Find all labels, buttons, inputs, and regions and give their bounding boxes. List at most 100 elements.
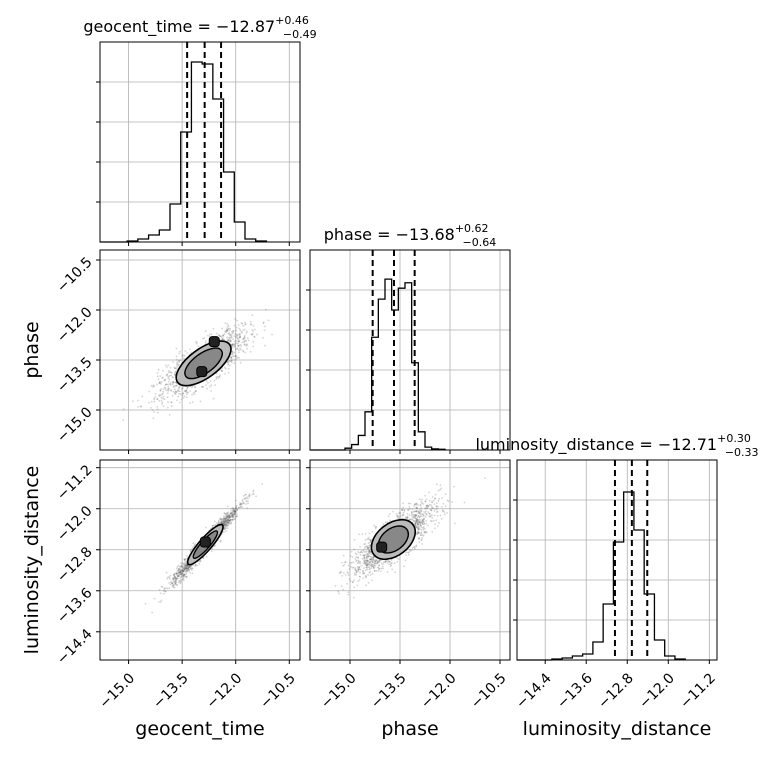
scatter-point	[230, 507, 233, 510]
scatter-point	[178, 386, 180, 389]
scatter-point	[244, 339, 247, 342]
scatter-point	[374, 525, 377, 528]
scatter-point	[264, 325, 266, 328]
scatter-point	[361, 551, 364, 554]
scatter-point	[171, 383, 174, 386]
scatter-point	[358, 575, 361, 578]
scatter-point	[396, 560, 399, 563]
scatter-point	[425, 513, 428, 515]
scatter-point	[232, 330, 235, 332]
scatter-point	[220, 522, 223, 524]
scatter-point	[373, 564, 376, 566]
scatter-point	[153, 400, 156, 403]
scatter-point	[364, 545, 367, 548]
scatter-point	[425, 504, 428, 507]
scatter-point	[170, 405, 173, 407]
scatter-point	[427, 504, 430, 507]
scatter-point	[170, 401, 173, 404]
scatter-point	[158, 588, 161, 591]
scatter-point	[251, 333, 253, 336]
scatter-point	[237, 506, 240, 509]
scatter-point	[245, 340, 247, 342]
scatter-point	[185, 570, 188, 572]
scatter-point	[237, 339, 240, 342]
scatter-point	[239, 333, 242, 336]
scatter-point	[226, 513, 228, 515]
scatter-point	[357, 559, 360, 562]
scatter-point	[186, 567, 189, 569]
scatter-point	[243, 340, 246, 342]
scatter-point	[364, 559, 367, 562]
scatter-point	[424, 515, 427, 518]
scatter-point	[176, 572, 179, 575]
scatter-point	[160, 599, 163, 602]
scatter-point	[182, 575, 185, 577]
scatter-point	[354, 574, 356, 576]
scatter-point	[140, 405, 143, 408]
scatter-point	[359, 553, 362, 556]
scatter-point	[165, 383, 168, 386]
scatter-point	[247, 339, 250, 342]
scatter-point	[223, 523, 226, 526]
scatter-point	[413, 546, 416, 549]
scatter-point	[368, 551, 371, 554]
scatter-point	[132, 400, 134, 403]
scatter-point	[225, 519, 228, 522]
scatter-point	[174, 373, 176, 375]
scatter-point	[228, 516, 231, 519]
scatter-point	[370, 557, 373, 560]
scatter-point	[228, 519, 230, 522]
scatter-point	[171, 395, 174, 397]
scatter-point	[427, 524, 429, 527]
scatter-point	[247, 494, 250, 497]
scatter-point	[443, 511, 446, 514]
scatter-point	[369, 570, 372, 573]
scatter-point	[183, 569, 186, 572]
scatter-point	[174, 393, 177, 396]
scatter-point	[426, 507, 429, 510]
scatter-point	[186, 387, 188, 390]
scatter-point	[183, 559, 186, 562]
scatter-point	[221, 338, 224, 341]
scatter-point	[355, 573, 358, 576]
scatter-point	[421, 522, 424, 524]
scatter-point	[243, 343, 246, 346]
scatter-point	[439, 484, 442, 487]
scatter-point	[178, 401, 181, 404]
scatter-point	[233, 512, 236, 515]
scatter-point	[242, 329, 245, 332]
scatter-point	[411, 514, 413, 517]
scatter-point	[176, 367, 178, 369]
scatter-point	[463, 501, 466, 504]
scatter-point	[219, 374, 221, 376]
scatter-point	[407, 518, 410, 521]
scatter-point	[354, 567, 357, 570]
scatter-point	[417, 527, 420, 530]
scatter-point	[438, 498, 441, 500]
scatter-point	[237, 345, 240, 347]
scatter-point	[232, 508, 234, 510]
scatter-point	[240, 502, 243, 505]
scatter-point	[357, 570, 360, 573]
scatter-point	[156, 405, 159, 408]
scatter-point	[178, 571, 181, 574]
scatter-point	[432, 519, 435, 522]
scatter-point	[179, 571, 181, 574]
scatter-point	[185, 575, 188, 578]
scatter-point	[187, 566, 190, 569]
scatter-point	[225, 328, 228, 330]
scatter-point	[230, 515, 232, 518]
scatter-point	[178, 385, 181, 388]
scatter-point	[424, 494, 427, 497]
scatter-point	[226, 519, 229, 522]
scatter-point	[349, 580, 352, 582]
scatter-point	[362, 572, 365, 575]
scatter-point	[230, 344, 233, 347]
scatter-point	[364, 532, 367, 535]
scatter-point	[185, 390, 188, 392]
scatter-point	[355, 553, 358, 556]
scatter-point	[224, 526, 227, 528]
scatter-point	[211, 524, 214, 527]
scatter-point	[162, 405, 165, 408]
scatter-point	[186, 567, 188, 570]
